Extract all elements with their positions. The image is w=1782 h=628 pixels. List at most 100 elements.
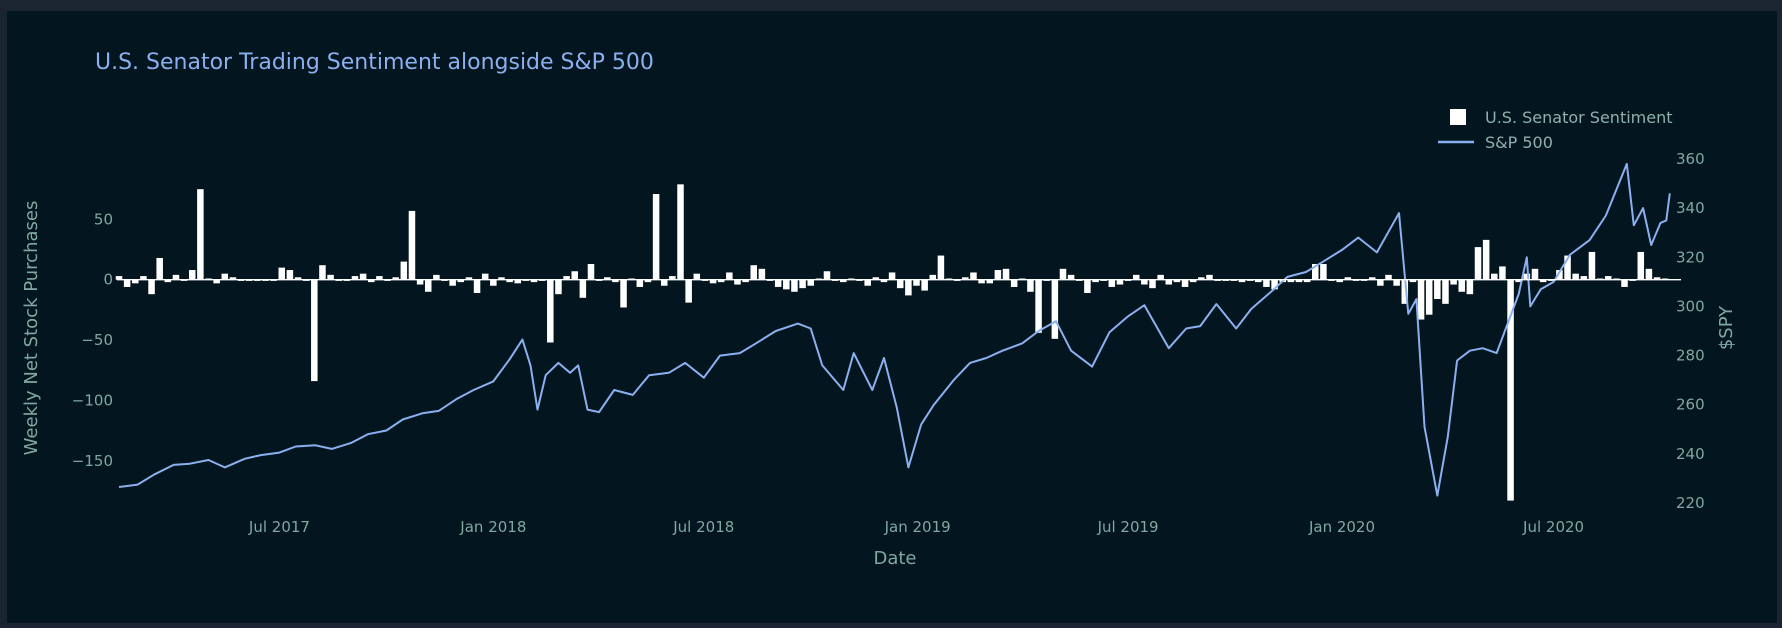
bar-87 bbox=[823, 271, 831, 280]
bar-37 bbox=[416, 279, 424, 285]
bar-106 bbox=[978, 279, 985, 284]
bar-66 bbox=[652, 194, 660, 280]
legend[interactable]: U.S. Senator Sentiment S&P 500 bbox=[1438, 108, 1673, 152]
bar-98 bbox=[913, 279, 920, 286]
bar-55 bbox=[563, 276, 570, 280]
y2-tick-label-2: 260 bbox=[1676, 396, 1705, 414]
bar-82 bbox=[783, 279, 790, 290]
bar-71 bbox=[693, 273, 701, 280]
bar-36 bbox=[408, 210, 416, 280]
bar-38 bbox=[424, 279, 432, 292]
bar-2 bbox=[132, 279, 139, 284]
bar-1 bbox=[123, 279, 131, 287]
bar-125 bbox=[1132, 274, 1140, 280]
bar-161 bbox=[1425, 279, 1433, 315]
bar-45 bbox=[481, 273, 489, 280]
y2-tick-label-1: 240 bbox=[1676, 445, 1705, 463]
y-tick-label-1: 0 bbox=[103, 271, 113, 289]
bar-99 bbox=[921, 279, 928, 291]
bar-75 bbox=[726, 272, 733, 280]
y-tick-label-4: −150 bbox=[72, 452, 113, 470]
bar-78 bbox=[750, 265, 758, 280]
bar-119 bbox=[1084, 279, 1091, 293]
bar-74 bbox=[717, 279, 725, 283]
bar-179 bbox=[1572, 273, 1579, 280]
bar-95 bbox=[888, 272, 896, 280]
bar-44 bbox=[473, 279, 481, 293]
y2-tick-label-3: 280 bbox=[1676, 347, 1705, 365]
bar-41 bbox=[449, 279, 456, 286]
bar-138 bbox=[1238, 279, 1246, 283]
bar-43 bbox=[465, 277, 473, 280]
bar-25 bbox=[319, 265, 326, 280]
bar-26 bbox=[327, 274, 334, 280]
bar-172 bbox=[1515, 279, 1522, 283]
bar-5 bbox=[156, 257, 163, 280]
bar-112 bbox=[1027, 279, 1034, 292]
bar-110 bbox=[1010, 279, 1018, 287]
bar-79 bbox=[758, 268, 766, 280]
bar-168 bbox=[1482, 239, 1490, 280]
bar-56 bbox=[571, 271, 578, 280]
bar-129 bbox=[1165, 279, 1173, 285]
bar-13 bbox=[221, 273, 229, 280]
y2-tick-label-6: 340 bbox=[1676, 199, 1705, 217]
chart-title: U.S. Senator Trading Sentiment alongside… bbox=[95, 50, 654, 75]
bar-127 bbox=[1149, 279, 1156, 289]
bar-94 bbox=[880, 279, 888, 283]
bar-141 bbox=[1263, 279, 1270, 287]
bar-7 bbox=[172, 274, 180, 280]
bar-174 bbox=[1531, 268, 1539, 280]
sentiment-bars bbox=[115, 184, 1669, 501]
bar-70 bbox=[685, 279, 692, 303]
bar-115 bbox=[1051, 279, 1059, 339]
bar-49 bbox=[514, 279, 522, 284]
bar-76 bbox=[734, 279, 741, 285]
bar-105 bbox=[970, 272, 977, 280]
y-tick-label-3: −100 bbox=[72, 391, 113, 409]
bar-14 bbox=[229, 277, 237, 280]
bar-154 bbox=[1368, 277, 1376, 280]
y-tick-label-2: −50 bbox=[81, 331, 113, 349]
y2-tick-label-0: 220 bbox=[1676, 494, 1705, 512]
bar-185 bbox=[1621, 279, 1628, 287]
bar-83 bbox=[791, 279, 798, 292]
bar-178 bbox=[1564, 255, 1571, 280]
bar-73 bbox=[709, 279, 717, 284]
bar-65 bbox=[644, 279, 652, 283]
bar-20 bbox=[278, 267, 286, 280]
bar-163 bbox=[1442, 279, 1449, 304]
x-tick-label-3: Jan 2019 bbox=[884, 518, 951, 536]
bar-68 bbox=[669, 276, 676, 280]
bar-24 bbox=[311, 279, 318, 382]
bar-146 bbox=[1303, 279, 1311, 283]
bar-113 bbox=[1035, 279, 1042, 333]
legend-bar-swatch bbox=[1450, 109, 1466, 125]
bar-104 bbox=[962, 277, 969, 280]
bar-181 bbox=[1588, 251, 1596, 280]
bar-145 bbox=[1295, 279, 1303, 283]
bar-22 bbox=[294, 277, 302, 280]
bar-35 bbox=[400, 261, 408, 280]
bar-170 bbox=[1499, 266, 1506, 280]
bar-39 bbox=[433, 274, 440, 280]
y2-tick-label-4: 300 bbox=[1676, 297, 1705, 315]
x-tick-label-0: Jul 2017 bbox=[248, 518, 310, 536]
bar-12 bbox=[213, 279, 220, 284]
bar-3 bbox=[140, 276, 147, 280]
bar-188 bbox=[1645, 268, 1653, 280]
bar-109 bbox=[1002, 268, 1010, 280]
bar-157 bbox=[1393, 279, 1400, 286]
bar-167 bbox=[1474, 247, 1482, 280]
bar-51 bbox=[530, 279, 538, 283]
legend-bar-label: U.S. Senator Sentiment bbox=[1485, 108, 1673, 127]
bar-42 bbox=[457, 279, 465, 283]
bar-48 bbox=[506, 279, 513, 283]
bar-6 bbox=[164, 279, 172, 283]
bar-122 bbox=[1108, 279, 1116, 287]
bar-175 bbox=[1539, 279, 1547, 283]
bar-108 bbox=[994, 270, 1002, 280]
y-axis-ticks: 50 0 −50 −100 −150 bbox=[72, 210, 113, 469]
y2-tick-label-7: 360 bbox=[1676, 150, 1705, 168]
x-tick-label-1: Jan 2018 bbox=[459, 518, 526, 536]
